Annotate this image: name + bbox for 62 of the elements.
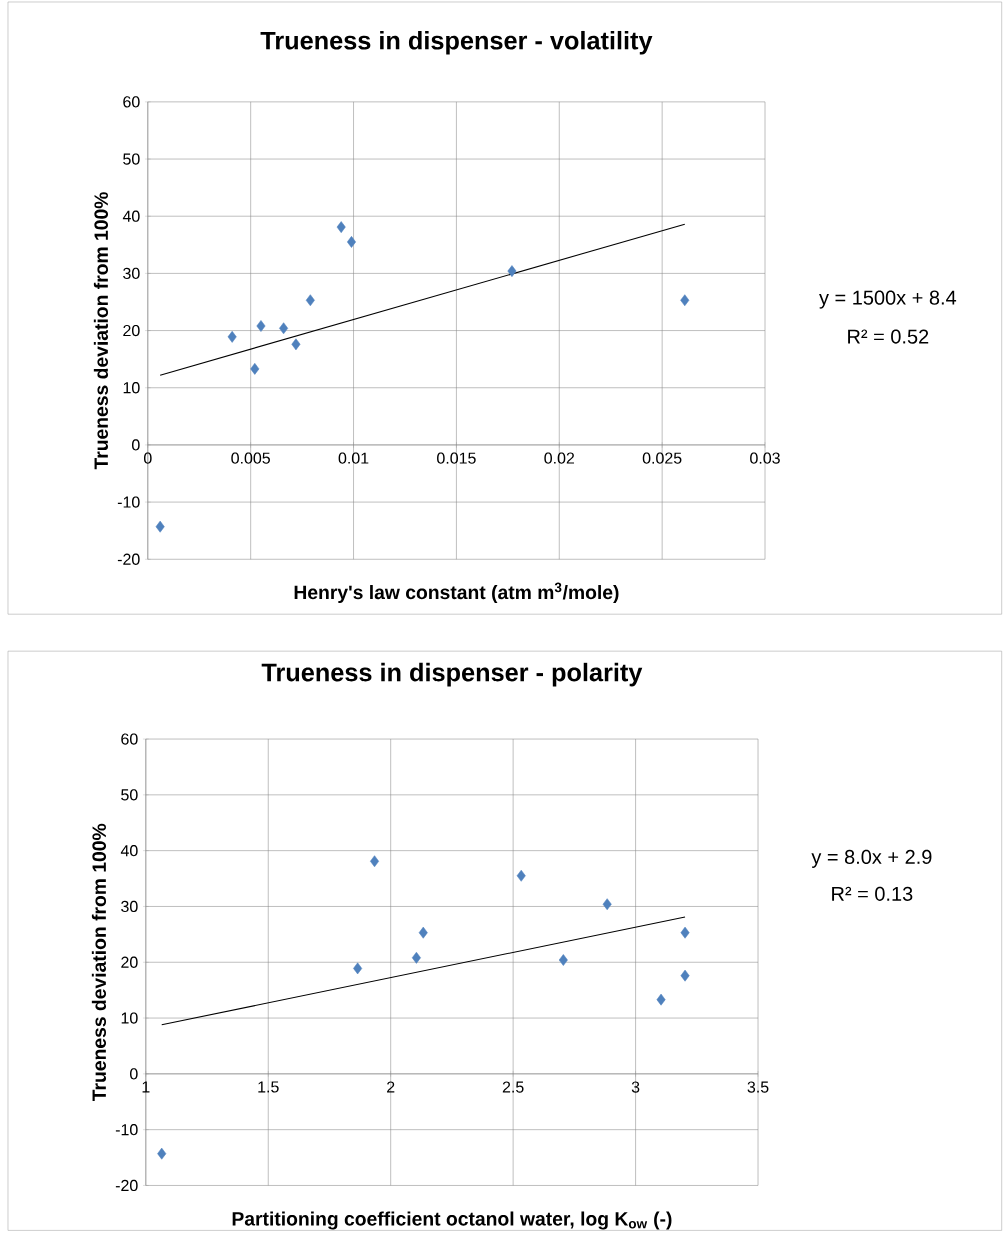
point [279,322,289,335]
x-tick-label: 0.02 [544,452,575,464]
y-tick-label: 20 [123,324,140,337]
point [602,898,612,911]
x-tick-label: 2 [387,1081,395,1093]
y-tick-label: 10 [123,382,140,394]
y-tick-label: -10 [118,496,140,508]
y-tick-label: 40 [121,845,138,857]
y-tick-label: 60 [123,96,140,108]
y-tick-label: 0 [130,1068,138,1080]
y-tick-label: 40 [123,210,140,222]
x-tick-label: 0.03 [750,452,780,464]
y-tick-label: -20 [116,1179,138,1192]
point [353,962,363,975]
y-tick-label: 10 [121,1012,138,1024]
x-tick-label: 0 [144,452,152,464]
point [291,338,301,351]
y-tick-label: 60 [121,733,138,745]
x-tick-label: 1 [142,1081,150,1093]
text: y = 8.0x + 2.9 [811,849,932,868]
y-tick-label: 50 [121,789,138,801]
y-tick-label: 30 [121,900,138,913]
text: y = 1500x + 8.4 [819,290,957,309]
x-tick-label: 0.005 [231,452,271,464]
chart-title: Trueness in dispenser - polarity [261,662,643,687]
point [559,954,568,966]
x-axis-title: Partitioning coefficient octanol water, log K$_{ow}$ (-) [232,1211,672,1230]
point [155,520,165,533]
point [227,330,237,343]
chart-title: Trueness in dispenser - volatility [260,30,653,55]
point [656,993,666,1006]
point [336,221,346,233]
point [157,1147,167,1160]
point [680,294,690,307]
point [250,363,260,375]
y-tick-label: -20 [118,553,140,565]
x-tick-label: 0.025 [642,452,682,464]
point [256,320,266,332]
y-axis-title: Trueness deviation from 100% [93,192,109,470]
point [412,951,422,964]
x-tick-label: 3.5 [747,1081,769,1093]
x-tick-label: 1.5 [258,1081,279,1093]
point [680,926,690,939]
x-tick-label: 0.015 [437,452,476,464]
y-axis-title: Trueness deviation from 100% [91,823,107,1102]
x-tick-label: 2.5 [502,1081,524,1093]
point [347,236,357,248]
text: R² = 0.13 [832,886,913,901]
x-tick-label: 3 [631,1081,640,1093]
y-tick-label: 20 [121,956,138,968]
point [680,969,690,982]
x-axis-title: Henry's law constant (atm m$^{3}$/mole) [294,582,619,604]
point [370,855,380,868]
point [507,265,517,277]
y-tick-label: 30 [123,267,140,280]
x-tick-label: 0.01 [338,452,369,464]
point [418,926,428,939]
point [516,869,526,882]
text: R² = 0.52 [848,329,929,344]
y-tick-label: 50 [123,153,140,165]
y-tick-label: -10 [116,1124,138,1136]
y-tick-label: 0 [132,439,140,451]
